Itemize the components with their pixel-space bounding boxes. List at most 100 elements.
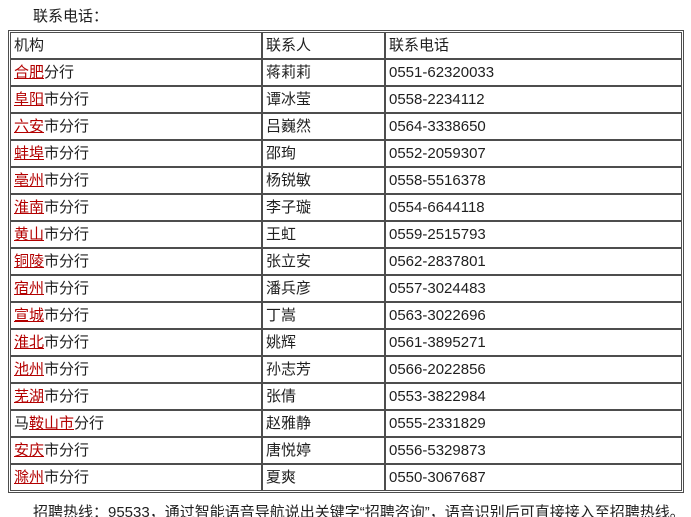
org-cell: 马鞍山市分行	[10, 410, 262, 437]
org-link[interactable]: 芜湖	[14, 387, 45, 405]
org-cell: 宿州市分行	[10, 275, 262, 302]
table-row: 马鞍山市分行 赵雅静 0555-2331829	[10, 410, 682, 437]
contact-cell: 邵珣	[262, 140, 385, 167]
page-title: 联系电话：	[33, 8, 109, 25]
phone-cell: 0552-2059307	[385, 140, 682, 167]
phone-cell: 0557-3024483	[385, 275, 682, 302]
org-link[interactable]: 阜阳	[14, 90, 45, 108]
contact-cell: 赵雅静	[262, 410, 385, 437]
org-link[interactable]: 铜陵	[14, 252, 45, 270]
org-cell: 宣城市分行	[10, 302, 262, 329]
table-row: 池州市分行 孙志芳 0566-2022856	[10, 356, 682, 383]
org-suffix-text: 市分行	[44, 225, 90, 243]
contact-cell: 张倩	[262, 383, 385, 410]
org-suffix-text: 市分行	[44, 360, 90, 378]
table-row: 安庆市分行 唐悦婷 0556-5329873	[10, 437, 682, 464]
org-suffix-text: 分行	[74, 414, 105, 432]
org-link[interactable]: 亳州	[14, 171, 45, 189]
org-link[interactable]: 安庆	[14, 441, 45, 459]
org-suffix-text: 分行	[44, 63, 75, 81]
org-link[interactable]: 池州	[14, 360, 45, 378]
phone-cell: 0563-3022696	[385, 302, 682, 329]
contact-cell: 丁嵩	[262, 302, 385, 329]
contact-cell: 王虹	[262, 221, 385, 248]
table-body: 合肥分行 蒋莉莉 0551-62320033 阜阳市分行 谭冰莹 0558-22…	[10, 59, 682, 491]
org-link[interactable]: 淮南	[14, 198, 45, 216]
org-cell: 亳州市分行	[10, 167, 262, 194]
table-row: 宣城市分行 丁嵩 0563-3022696	[10, 302, 682, 329]
org-suffix-text: 市分行	[44, 144, 90, 162]
table-row: 亳州市分行 杨锐敏 0558-5516378	[10, 167, 682, 194]
header-org: 机构	[10, 32, 262, 59]
contact-cell: 李子璇	[262, 194, 385, 221]
header-row: 机构 联系人 联系电话	[10, 32, 682, 59]
org-suffix-text: 市分行	[44, 252, 90, 270]
contact-cell: 蒋莉莉	[262, 59, 385, 86]
phone-cell: 0564-3338650	[385, 113, 682, 140]
org-link[interactable]: 六安	[14, 117, 45, 135]
org-suffix-text: 市分行	[44, 441, 90, 459]
org-link[interactable]: 淮北	[14, 333, 45, 351]
org-cell: 淮北市分行	[10, 329, 262, 356]
org-link[interactable]: 黄山	[14, 225, 45, 243]
contact-cell: 谭冰莹	[262, 86, 385, 113]
org-suffix-text: 市分行	[44, 117, 90, 135]
contact-cell: 杨锐敏	[262, 167, 385, 194]
contact-cell: 孙志芳	[262, 356, 385, 383]
contact-cell: 唐悦婷	[262, 437, 385, 464]
table-row: 芜湖市分行 张倩 0553-3822984	[10, 383, 682, 410]
phone-cell: 0555-2331829	[385, 410, 682, 437]
org-cell: 黄山市分行	[10, 221, 262, 248]
phone-cell: 0559-2515793	[385, 221, 682, 248]
hotline-note: 招聘热线：95533，通过智能语音导航说出关键字“招聘咨询”，语音识别后可直接接…	[33, 504, 685, 517]
table-row: 淮南市分行 李子璇 0554-6644118	[10, 194, 682, 221]
org-suffix-text: 市分行	[44, 387, 90, 405]
table-row: 滁州市分行 夏爽 0550-3067687	[10, 464, 682, 491]
org-suffix-text: 市分行	[44, 90, 90, 108]
table-row: 宿州市分行 潘兵彦 0557-3024483	[10, 275, 682, 302]
org-link[interactable]: 宣城	[14, 306, 45, 324]
contact-cell: 吕巍然	[262, 113, 385, 140]
org-link[interactable]: 滁州	[14, 468, 45, 486]
org-link[interactable]: 宿州	[14, 279, 45, 297]
org-link[interactable]: 蚌埠	[14, 144, 45, 162]
org-cell: 芜湖市分行	[10, 383, 262, 410]
org-suffix-text: 市分行	[44, 468, 90, 486]
contact-cell: 姚辉	[262, 329, 385, 356]
org-suffix-text: 市分行	[44, 306, 90, 324]
table-row: 阜阳市分行 谭冰莹 0558-2234112	[10, 86, 682, 113]
phone-cell: 0558-2234112	[385, 86, 682, 113]
org-link[interactable]: 合肥	[14, 63, 45, 81]
table-row: 黄山市分行 王虹 0559-2515793	[10, 221, 682, 248]
phone-cell: 0566-2022856	[385, 356, 682, 383]
table-row: 蚌埠市分行 邵珣 0552-2059307	[10, 140, 682, 167]
table-row: 淮北市分行 姚辉 0561-3895271	[10, 329, 682, 356]
org-suffix-text: 市分行	[44, 198, 90, 216]
contact-table-frame: 机构 联系人 联系电话 合肥分行 蒋莉莉 0551-62320033 阜阳市分行…	[8, 30, 684, 493]
table-row: 六安市分行 吕巍然 0564-3338650	[10, 113, 682, 140]
org-link[interactable]: 鞍山市	[29, 414, 75, 432]
org-suffix-text: 市分行	[44, 279, 90, 297]
org-cell: 滁州市分行	[10, 464, 262, 491]
org-suffix-text: 市分行	[44, 171, 90, 189]
phone-cell: 0561-3895271	[385, 329, 682, 356]
org-suffix-text: 市分行	[44, 333, 90, 351]
header-contact: 联系人	[262, 32, 385, 59]
phone-cell: 0553-3822984	[385, 383, 682, 410]
org-cell: 淮南市分行	[10, 194, 262, 221]
contact-cell: 张立安	[262, 248, 385, 275]
phone-cell: 0562-2837801	[385, 248, 682, 275]
phone-cell: 0558-5516378	[385, 167, 682, 194]
header-phone: 联系电话	[385, 32, 682, 59]
phone-cell: 0550-3067687	[385, 464, 682, 491]
org-cell: 合肥分行	[10, 59, 262, 86]
phone-cell: 0554-6644118	[385, 194, 682, 221]
contact-cell: 潘兵彦	[262, 275, 385, 302]
contact-table: 机构 联系人 联系电话 合肥分行 蒋莉莉 0551-62320033 阜阳市分行…	[10, 32, 682, 491]
phone-cell: 0551-62320033	[385, 59, 682, 86]
org-cell: 铜陵市分行	[10, 248, 262, 275]
org-cell: 六安市分行	[10, 113, 262, 140]
org-cell: 阜阳市分行	[10, 86, 262, 113]
org-cell: 安庆市分行	[10, 437, 262, 464]
